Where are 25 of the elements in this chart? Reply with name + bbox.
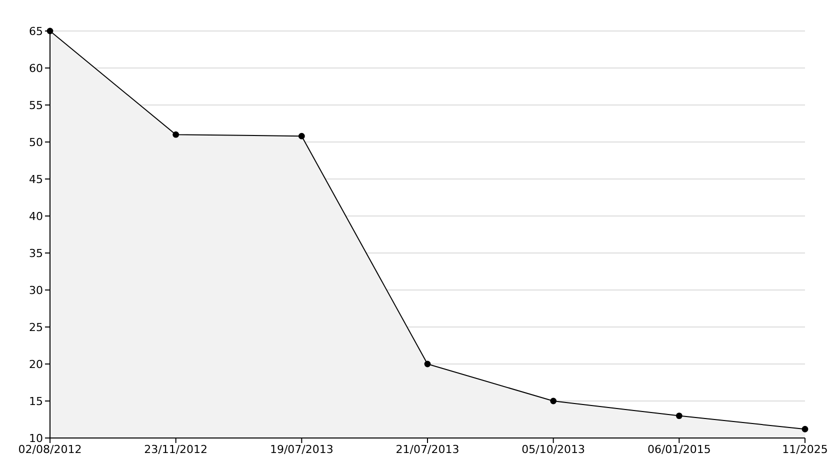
x-tick-label: 05/10/2013 [522, 442, 586, 456]
y-tick-label: 55 [29, 98, 43, 112]
point [550, 398, 557, 404]
y-tick-label: 65 [29, 24, 43, 38]
point [172, 131, 180, 138]
y-tick-label: 50 [29, 136, 43, 149]
point [676, 412, 682, 419]
point [298, 132, 305, 140]
y-tick-label: 60 [29, 62, 43, 75]
x-tick-label: 23/11/2012 [144, 442, 208, 456]
y-tick-label: 30 [29, 284, 43, 297]
x-tick-label: 21/07/2013 [396, 442, 460, 456]
x-tick-label: 19/07/2013 [270, 442, 334, 456]
point [802, 426, 808, 432]
y-tick-label: 35 [29, 246, 43, 260]
y-tick-label: 25 [29, 320, 43, 334]
x-tick-label: 02/08/2012 [18, 442, 82, 456]
point [424, 360, 431, 368]
y-tick-label: 20 [29, 358, 43, 371]
x-tick-label: 06/01/2015 [647, 442, 711, 456]
y-tick-label: 45 [29, 172, 43, 186]
x-tick-label: 11/2025 [782, 442, 828, 456]
y-tick-label: 15 [29, 394, 43, 408]
y-tick-label: 40 [29, 210, 43, 223]
y-tick-label: 10 [29, 432, 43, 445]
